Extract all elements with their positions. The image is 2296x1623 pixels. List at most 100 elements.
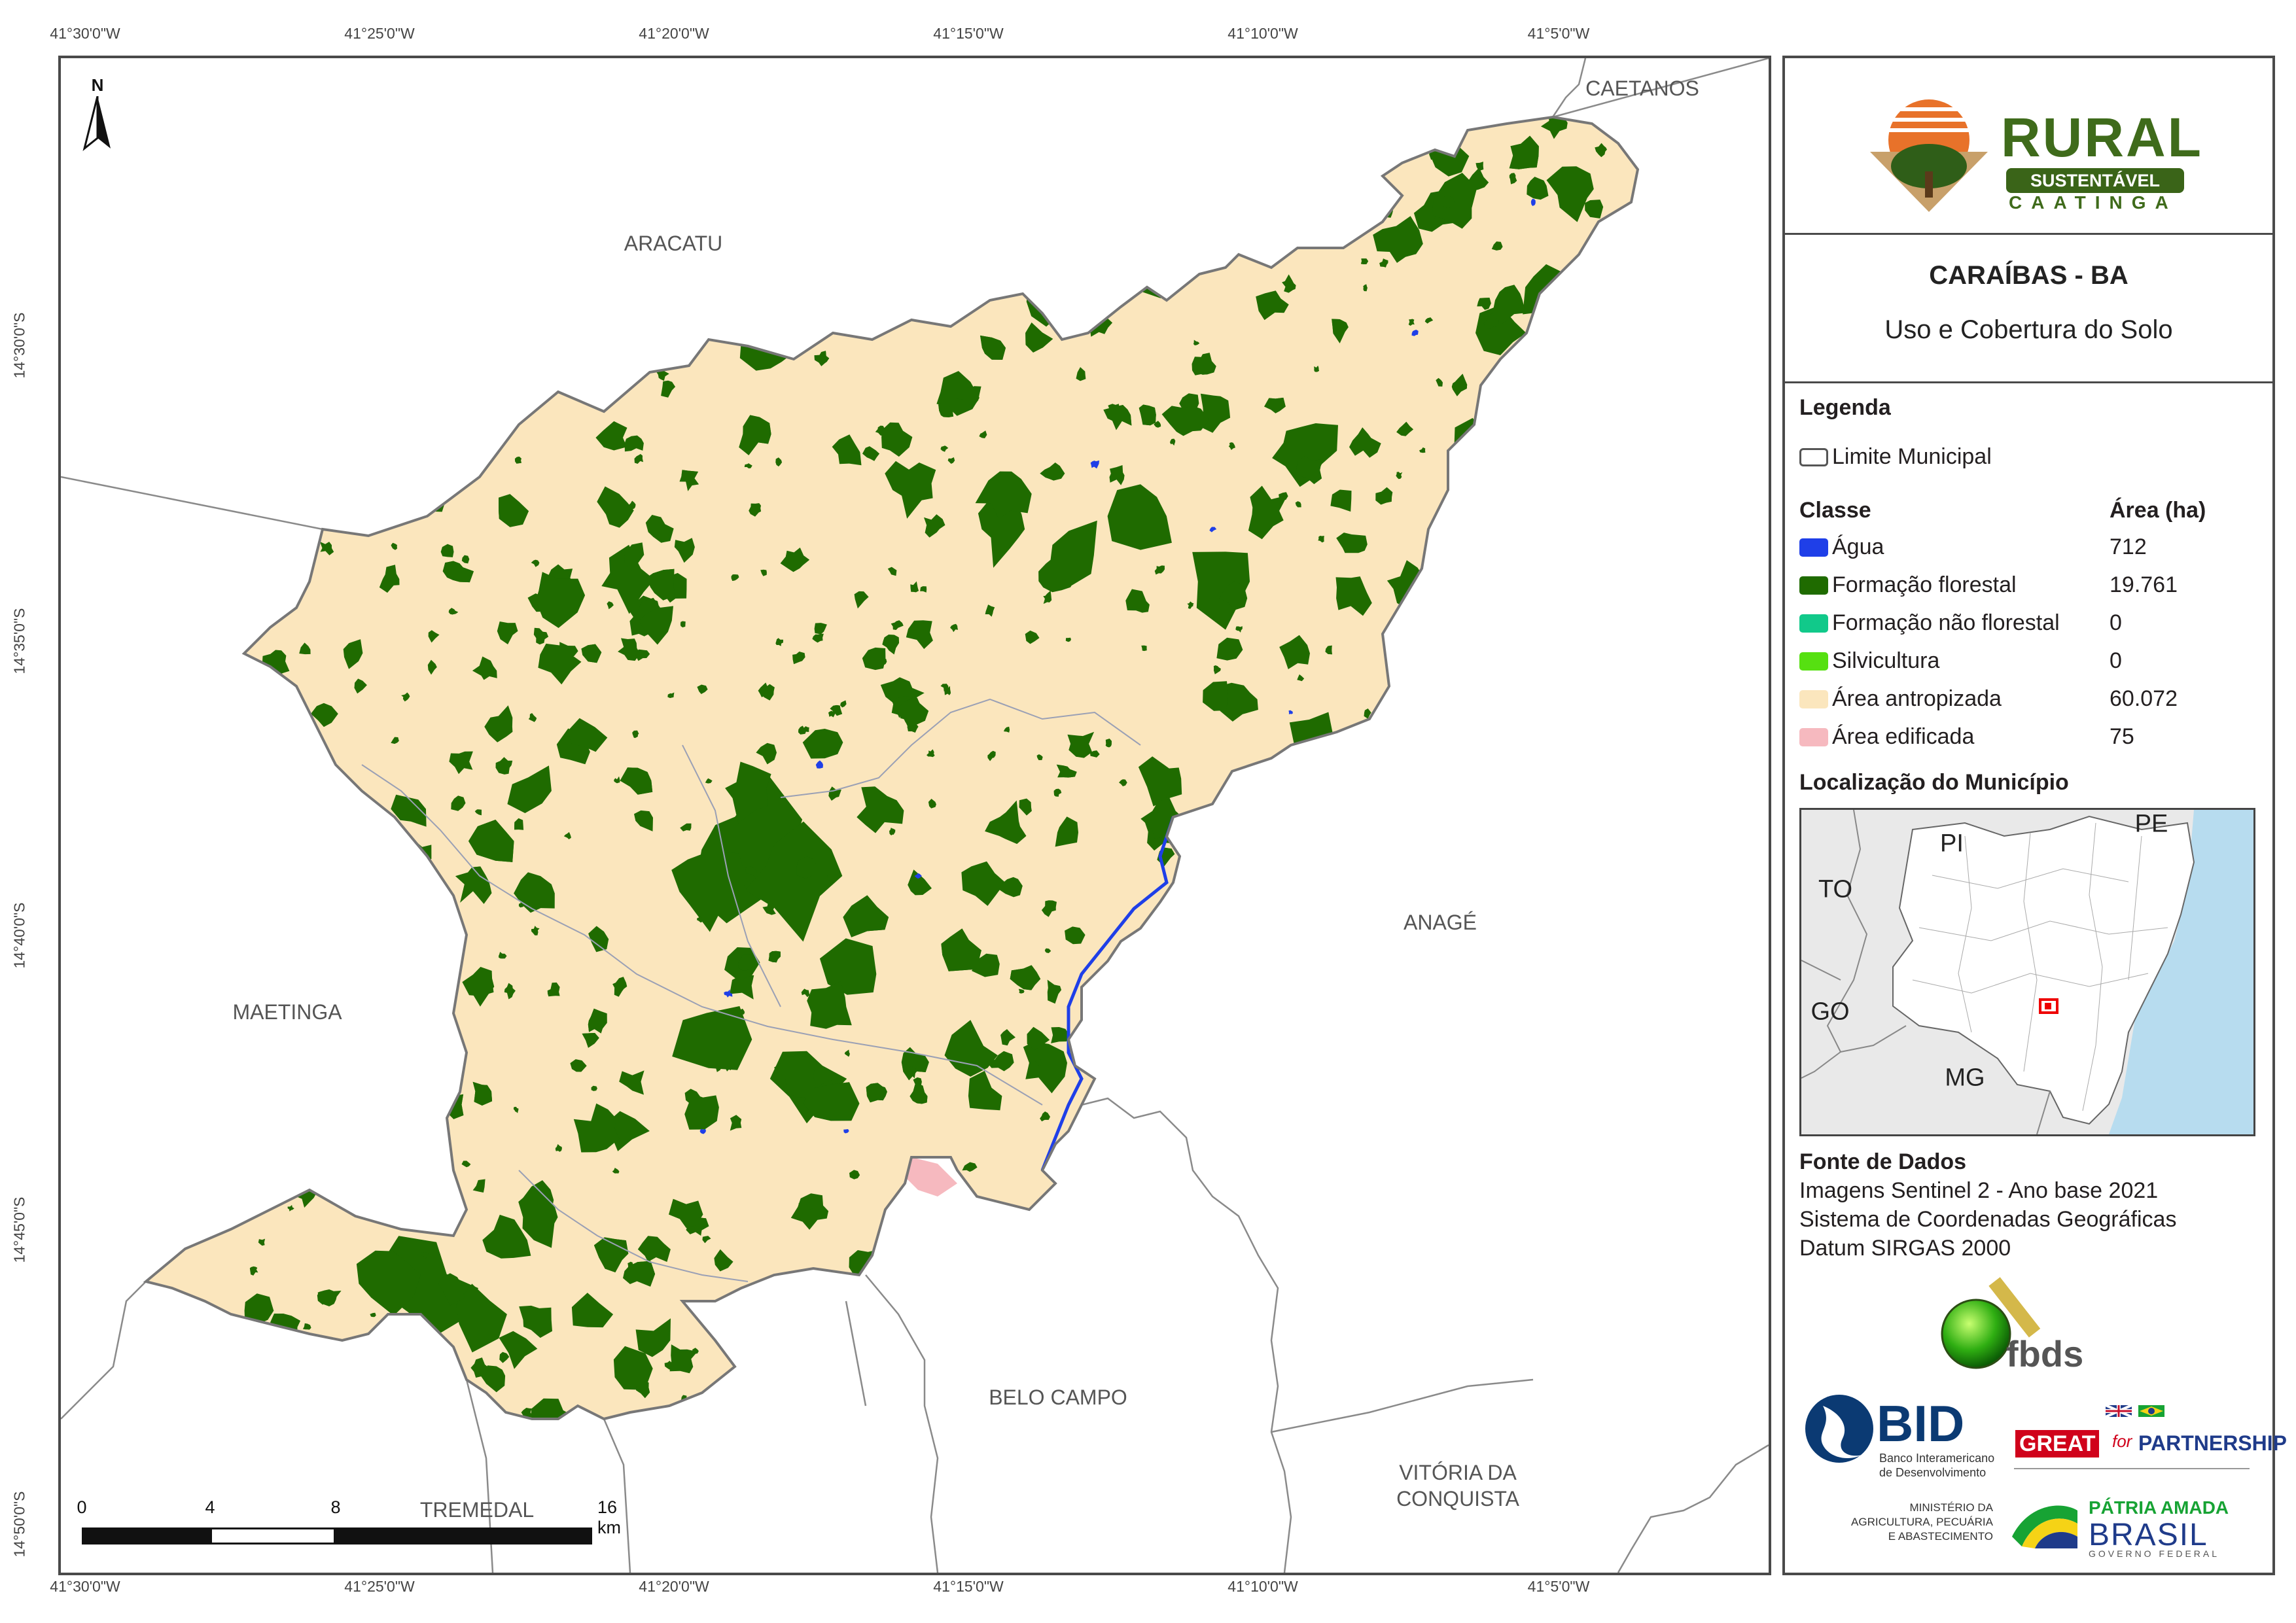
forest-patch bbox=[1638, 697, 1645, 703]
forest-patch bbox=[927, 749, 935, 758]
forest-patch bbox=[1256, 290, 1289, 321]
forest-patch bbox=[603, 205, 626, 224]
forest-patch bbox=[693, 270, 701, 276]
forest-patch bbox=[877, 1246, 885, 1255]
water-body bbox=[699, 1128, 706, 1134]
forest-patch bbox=[608, 1111, 650, 1151]
forest-patch bbox=[885, 461, 936, 519]
forest-patch bbox=[775, 638, 783, 646]
forest-patch bbox=[618, 638, 641, 661]
forest-patch bbox=[1313, 809, 1341, 836]
forest-patch bbox=[1491, 241, 1503, 251]
forest-patch bbox=[355, 1366, 367, 1376]
forest-patch bbox=[1502, 676, 1529, 702]
forest-patch bbox=[240, 291, 251, 300]
forest-patch bbox=[1439, 195, 1455, 209]
forest-patch bbox=[1272, 423, 1338, 487]
forest-patch bbox=[1083, 271, 1095, 282]
forest-patch bbox=[469, 404, 479, 411]
forest-patch bbox=[1328, 167, 1337, 175]
forest-patch bbox=[634, 810, 653, 831]
forest-patch bbox=[507, 765, 552, 813]
forest-patch bbox=[472, 1179, 486, 1193]
forest-patch bbox=[756, 742, 777, 765]
forest-patch bbox=[1556, 1401, 1594, 1419]
forest-patch bbox=[177, 204, 187, 214]
forest-patch bbox=[1361, 823, 1367, 829]
forest-patch bbox=[889, 828, 896, 835]
forest-patch bbox=[1620, 117, 1638, 135]
map-frame[interactable]: N CAETANOS ARACATU ANAGÉ MAETINGA BELO C… bbox=[58, 56, 1771, 1575]
forest-patch bbox=[862, 647, 886, 671]
forest-patch bbox=[284, 494, 305, 515]
forest-patch bbox=[1061, 1333, 1070, 1338]
neighbor-label-belo-campo: BELO CAMPO bbox=[989, 1386, 1127, 1409]
water-body bbox=[1195, 874, 1215, 893]
forest-patch bbox=[1451, 1328, 1472, 1350]
forest-patch bbox=[1513, 602, 1528, 618]
forest-patch bbox=[646, 568, 675, 601]
forest-patch bbox=[1138, 756, 1182, 807]
forest-patch bbox=[1331, 779, 1338, 786]
forest-patch bbox=[173, 642, 217, 693]
forest-patch bbox=[353, 1150, 404, 1208]
municipality-area-antropizada bbox=[146, 117, 1638, 1419]
forest-patch bbox=[317, 1289, 342, 1306]
forest-patch bbox=[402, 396, 424, 414]
forest-patch bbox=[741, 173, 752, 184]
forest-patch bbox=[497, 131, 524, 166]
forest-patch bbox=[146, 282, 149, 297]
forest-patch bbox=[1040, 1111, 1050, 1122]
forest-patch bbox=[402, 396, 424, 414]
water-body bbox=[1288, 710, 1293, 714]
forest-patch bbox=[1472, 1160, 1504, 1187]
class-label: Formação não florestal bbox=[1832, 610, 2060, 635]
rural-sustentavel-logo: RURAL SUSTENTÁVEL CAATINGA bbox=[1863, 94, 2204, 218]
forest-patch bbox=[355, 1366, 367, 1376]
location-inset-map[interactable]: PI PE TO GO MG bbox=[1799, 808, 2255, 1136]
forest-patch bbox=[403, 1073, 432, 1095]
lat-label-left-5: 14°50'0"S bbox=[10, 1491, 28, 1558]
forest-patch bbox=[519, 1305, 552, 1338]
forest-patch bbox=[1422, 1126, 1464, 1166]
forest-patch bbox=[1205, 836, 1249, 872]
forest-patch bbox=[866, 1083, 887, 1103]
forest-patch bbox=[1025, 630, 1040, 644]
forest-patch bbox=[198, 935, 232, 967]
forest-patch bbox=[1025, 323, 1053, 353]
forest-patch bbox=[843, 895, 889, 937]
forest-patch bbox=[819, 171, 831, 182]
forest-patch bbox=[963, 1420, 968, 1427]
forest-patch bbox=[514, 872, 555, 913]
forest-patch bbox=[1463, 996, 1470, 1004]
forest-patch bbox=[425, 484, 444, 502]
forest-patch bbox=[1497, 988, 1513, 1006]
forest-patch bbox=[147, 707, 164, 725]
forest-patch bbox=[405, 230, 440, 263]
lon-label-bottom-3: 41°20'0"W bbox=[639, 1578, 709, 1595]
forest-patch bbox=[1253, 1017, 1304, 1070]
forest-patch bbox=[661, 380, 676, 398]
forest-patch bbox=[202, 1145, 207, 1153]
forest-patch bbox=[1509, 173, 1517, 184]
forest-patch bbox=[1420, 1407, 1434, 1419]
swatch-area-antropizada bbox=[1799, 690, 1828, 708]
forest-patch bbox=[152, 162, 180, 187]
swatch-agua bbox=[1799, 538, 1828, 557]
water-body bbox=[1209, 527, 1217, 532]
forest-patch bbox=[1610, 248, 1638, 290]
class-label: Silvicultura bbox=[1832, 648, 1940, 673]
legend-row-agua: Água 712 bbox=[1799, 534, 2147, 562]
forest-patch bbox=[1507, 604, 1515, 612]
forest-patch bbox=[611, 170, 624, 181]
forest-patch bbox=[458, 192, 467, 203]
forest-patch bbox=[601, 544, 655, 614]
forest-patch bbox=[990, 1243, 997, 1249]
forest-patch bbox=[634, 454, 644, 464]
forest-patch bbox=[612, 977, 627, 997]
forest-patch bbox=[137, 901, 142, 906]
forest-patch bbox=[177, 1178, 190, 1191]
forest-patch bbox=[839, 258, 855, 271]
rivers bbox=[1040, 816, 1175, 1171]
forest-patch bbox=[1555, 666, 1565, 675]
